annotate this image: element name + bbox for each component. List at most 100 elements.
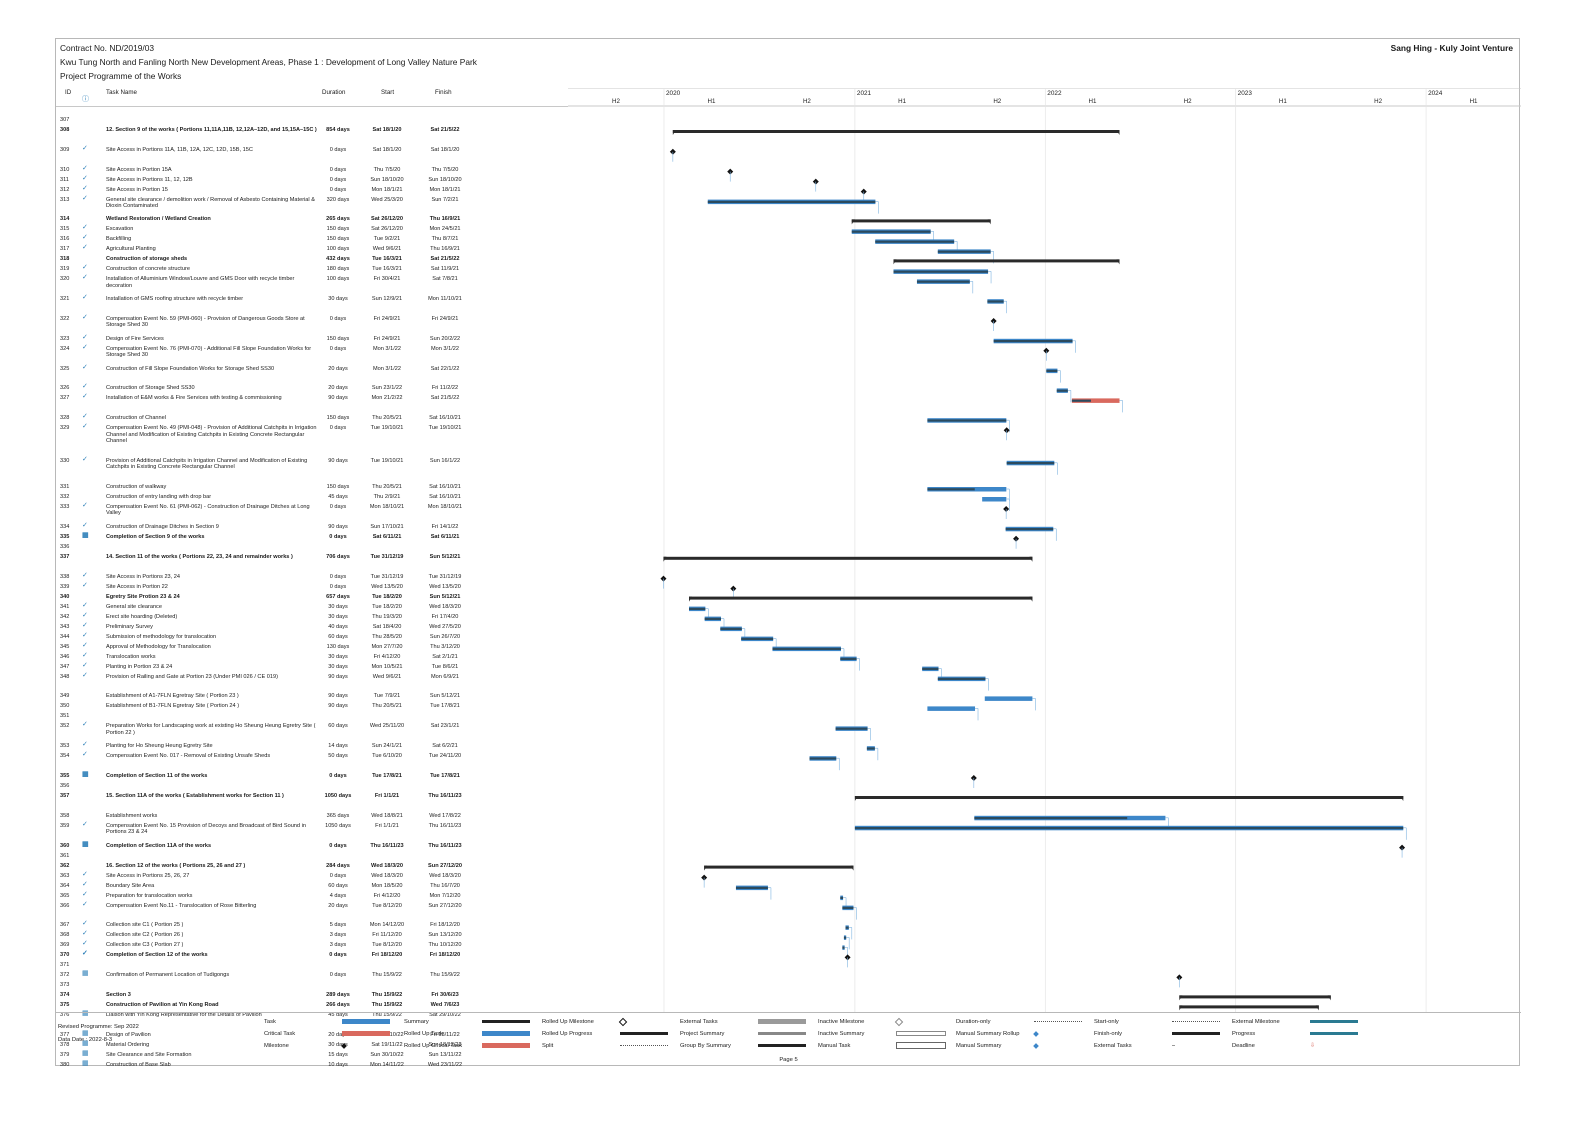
task-row[interactable]: 324 ✓ Compensation Event No. 76 (PMI-070) … (56, 344, 568, 366)
task-row[interactable]: 372 ▦ Confirmation of Permanent Location o… (56, 970, 568, 982)
task-row[interactable]: 370 ✓ Completion of Section 12 of the work… (56, 950, 568, 962)
task-row[interactable]: 364 ✓ Boundary Site Area 60 days Mon 18/5/20… (56, 881, 568, 893)
task-row[interactable]: 373 (56, 982, 568, 992)
task-row[interactable]: 342 ✓ Erect site hoarding (Deleted) 30 days… (56, 612, 568, 624)
task-row[interactable]: 318 Construction of storage sheds 432 days… (56, 256, 568, 266)
task-row[interactable]: 332 Construction of entry landing with dr… (56, 494, 568, 504)
task-start: Wed 18/3/20 (371, 862, 403, 869)
task-row[interactable]: 360 ▦ Completion of Section 11A of the wor… (56, 841, 568, 853)
task-row[interactable]: 329 ✓ Compensation Event No. 49 (PMI-048) … (56, 423, 568, 458)
task-row[interactable]: 365 ✓ Preparation for translocation works 4… (56, 891, 568, 903)
task-row[interactable]: 348 ✓ Provision of Railing and Gate at Por… (56, 672, 568, 694)
column-task-name[interactable]: Task Name (106, 89, 137, 96)
task-row[interactable]: 341 ✓ General site clearance 30 days Tue 18/… (56, 602, 568, 614)
task-start: Mon 27/7/20 (371, 643, 403, 650)
task-row[interactable]: 354 ✓ Compensation Event No. 017 - Removal… (56, 751, 568, 773)
task-start: Wed 25/11/20 (369, 723, 405, 730)
task-row[interactable]: 366 ✓ Compensation Event No.11 - Transloca… (56, 901, 568, 923)
task-row[interactable]: 316 ✓ Backfilling 150 days Tue 9/2/21 Thu 8/7… (56, 234, 568, 246)
task-row[interactable]: 353 ✓ Planting for Ho Sheung Heung Egretry… (56, 741, 568, 753)
task-row[interactable]: 321 ✓ Installation of GMS roofing structur… (56, 294, 568, 316)
column-header: ID ⓘ Task Name Duration Start Finish (56, 88, 568, 107)
task-finish: Wed 18/3/20 (429, 603, 461, 610)
task-row[interactable]: 317 ✓ Agricultural Planting 100 days Wed 9/6… (56, 244, 568, 256)
task-row[interactable]: 367 ✓ Collection site C1 ( Portion 25 ) 5 d… (56, 920, 568, 932)
task-row[interactable]: 358 Establishment works 365 days Wed 18/8/2… (56, 813, 568, 823)
task-row[interactable]: 322 ✓ Compensation Event No. 59 (PMI-060) … (56, 314, 568, 336)
task-row[interactable]: 330 ✓ Provision of Additional Catchpits in… (56, 456, 568, 484)
task-row[interactable]: 345 ✓ Approval of Methodology for Transloc… (56, 642, 568, 654)
task-row[interactable]: 310 ✓ Site Access in Portion 15A 0 days Thu … (56, 165, 568, 177)
task-row[interactable]: 350 Establishment of B1-7FLN Egretray Sit… (56, 703, 568, 713)
task-row[interactable]: 369 ✓ Collection site C3 ( Portion 27 ) 3 d… (56, 940, 568, 952)
programme-title: Project Programme of the Works (60, 71, 182, 81)
task-name: 16. Section 12 of the works ( Portions 2… (106, 862, 246, 869)
progress-bar (937, 677, 986, 680)
column-start[interactable]: Start (381, 89, 395, 96)
progress-bar (1005, 528, 1054, 531)
task-row[interactable]: 352 ✓ Preparation Works for Landscaping wo… (56, 721, 568, 743)
task-row[interactable]: 335 ▦ Completion of Section 9 of the works… (56, 532, 568, 544)
task-row[interactable]: 311 ✓ Site Access in Portions 11, 12, 12B 0… (56, 175, 568, 187)
task-row[interactable]: 319 ✓ Construction of concrete structure 18… (56, 264, 568, 276)
task-row[interactable]: 359 ✓ Compensation Event No. 15 Provision … (56, 821, 568, 843)
task-row[interactable]: 309 ✓ Site Access in Portions 11A, 11B, 12… (56, 145, 568, 167)
task-row[interactable]: 376 ▦ Liaison with Yin Kong Representative… (56, 1010, 568, 1032)
task-row[interactable]: 374 Section 3 289 days Thu 15/9/22 Fri 30/6/… (56, 992, 568, 1002)
task-finish: Thu 16/11/23 (428, 822, 462, 829)
task-row[interactable]: 361 (56, 853, 568, 863)
task-row[interactable]: 313 ✓ General site clearance / demolition … (56, 195, 568, 217)
task-row[interactable]: 334 ✓ Construction of Drainage Ditches in … (56, 522, 568, 534)
task-row[interactable]: 351 (56, 713, 568, 723)
task-row[interactable]: 323 ✓ Design of Fire Services 150 days Fri 2… (56, 334, 568, 346)
task-row[interactable]: 327 ✓ Installation of E&M works & Fire Ser… (56, 393, 568, 415)
legend-swatch (1172, 1018, 1224, 1025)
task-row[interactable]: 328 ✓ Construction of Channel 150 days Thu 2… (56, 413, 568, 425)
task-row[interactable]: 331 Construction of walkway 150 days Thu 20… (56, 484, 568, 494)
task-name: Construction of Pavilion at Yin Kong Roa… (106, 1002, 219, 1009)
legend-swatch (896, 1030, 948, 1037)
task-row[interactable]: 337 14. Section 11 of the works ( Portion… (56, 554, 568, 574)
task-row[interactable]: 363 ✓ Site Access in Portions 25, 26, 27 0 … (56, 871, 568, 883)
task-row[interactable]: 375 Construction of Pavilion at Yin Kong … (56, 1002, 568, 1012)
task-row[interactable]: 357 15. Section 11A of the works ( Establ… (56, 793, 568, 813)
task-row[interactable]: 356 (56, 783, 568, 793)
task-row[interactable]: 336 (56, 544, 568, 554)
task-row[interactable]: 380 ▦ Construction of Base Slab 10 days Mon … (56, 1060, 568, 1072)
task-row[interactable]: 379 ▦ Site Clearance and Site Formation 15 … (56, 1050, 568, 1062)
task-row[interactable]: 312 ✓ Site Access in Portion 15 0 days Mon 1… (56, 185, 568, 197)
task-row[interactable]: 338 ✓ Site Access in Portions 23, 24 0 days… (56, 572, 568, 584)
task-row[interactable]: 368 ✓ Collection site C2 ( Portion 26 ) 3 d… (56, 930, 568, 942)
task-row[interactable]: 362 16. Section 12 of the works ( Portion… (56, 863, 568, 873)
task-row[interactable]: 344 ✓ Submission of methodology for transl… (56, 632, 568, 644)
task-start: Mon 18/5/20 (371, 882, 403, 889)
task-row[interactable]: 349 Establishment of A1-7FLN Egretray Sit… (56, 693, 568, 703)
task-row[interactable]: 333 ✓ Compensation Event No. 61 (PMI-062) … (56, 502, 568, 524)
task-row[interactable]: 320 ✓ Installation of Alluminium Window/Lo… (56, 274, 568, 296)
task-start: Fri 11/12/20 (372, 932, 402, 939)
legend-item: External Milestone (1232, 1018, 1362, 1025)
task-row[interactable]: 308 12. Section 9 of the works ( Portions… (56, 127, 568, 147)
task-row[interactable]: 346 ✓ Translocation works 30 days Fri 4/12/2… (56, 652, 568, 664)
task-row[interactable]: 340 Egretry Site Protion 23 & 24 657 days T… (56, 594, 568, 604)
task-row[interactable]: 355 ▦ Completion of Section 11 of the work… (56, 771, 568, 783)
task-row[interactable]: 307 (56, 117, 568, 127)
task-row[interactable]: 339 ✓ Site Access in Portion 22 0 days Wed 1… (56, 582, 568, 594)
legend-label: Inactive Summary (818, 1030, 865, 1037)
task-row[interactable]: 325 ✓ Construction of Fill Slope Foundatio… (56, 364, 568, 386)
task-row[interactable]: 371 (56, 962, 568, 972)
task-row[interactable]: 343 ✓ Preliminary Survey 40 days Sat 18/4/20… (56, 622, 568, 634)
column-finish[interactable]: Finish (435, 89, 452, 96)
task-name: Compensation Event No. 59 (PMI-060) - Pr… (106, 316, 305, 329)
task-duration: 150 days (326, 335, 350, 342)
column-duration[interactable]: Duration (322, 89, 346, 96)
task-row[interactable]: 315 ✓ Excavation 150 days Sat 26/12/20 Mon 24… (56, 224, 568, 236)
task-start: Tue 31/12/19 (370, 573, 404, 580)
task-row[interactable]: 378 ▦ Material Ordering 30 days Sat 19/11/22… (56, 1040, 568, 1052)
task-row[interactable]: 347 ✓ Planting in Portion 23 & 24 30 days Mo… (56, 662, 568, 674)
task-duration: 284 days (326, 862, 350, 869)
legend-swatch (341, 1042, 394, 1049)
task-row[interactable]: 326 ✓ Construction of Storage Shed SS30 20 … (56, 383, 568, 395)
column-id[interactable]: ID (65, 89, 72, 96)
task-row[interactable]: 314 Wetland Restoration / Wetland Creatio… (56, 216, 568, 226)
